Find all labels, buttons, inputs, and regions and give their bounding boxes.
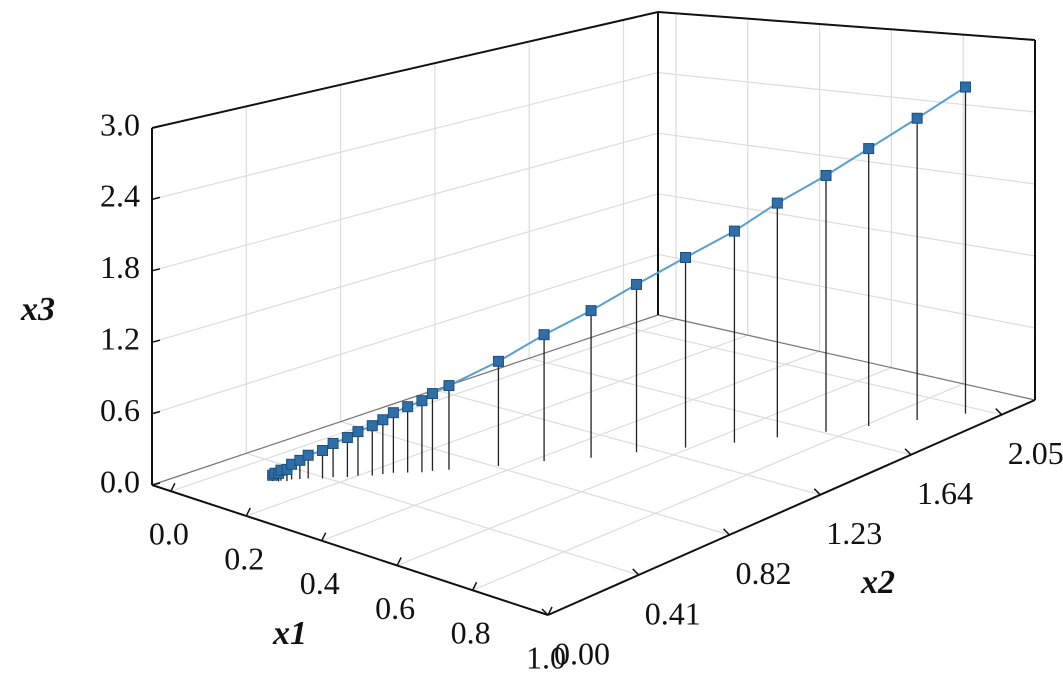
point xyxy=(443,380,455,392)
x2-tick-label: 0.41 xyxy=(645,595,701,631)
grid-line xyxy=(246,452,639,576)
tick-mark xyxy=(722,528,731,536)
x1-tick-label: 0.8 xyxy=(451,615,491,651)
point xyxy=(377,414,389,426)
tick-mark xyxy=(321,532,327,542)
x2-tick-label: 1.23 xyxy=(826,515,882,551)
point xyxy=(352,426,364,438)
tick-mark xyxy=(151,339,161,343)
box-edge xyxy=(151,314,659,486)
tick-mark xyxy=(151,196,161,201)
z-tick-label: 0.0 xyxy=(100,463,140,499)
x3-axis-title: x3 xyxy=(20,291,55,328)
z-tick-label: 3.0 xyxy=(100,106,140,142)
tick-mark xyxy=(471,581,478,591)
x1-axis-title: x1 xyxy=(272,615,307,652)
grid-line xyxy=(396,367,892,567)
tick-mark xyxy=(904,448,912,456)
box-edge xyxy=(547,399,1036,616)
grid-line xyxy=(151,253,659,415)
point xyxy=(366,420,378,432)
point xyxy=(327,437,339,449)
grid-line xyxy=(321,350,820,542)
grid-line xyxy=(151,193,659,343)
tick-mark xyxy=(151,410,161,415)
box-edge xyxy=(151,11,659,129)
z-tick-label: 1.8 xyxy=(100,249,140,285)
point xyxy=(416,395,428,407)
x1-tick-label: 0.6 xyxy=(375,590,415,626)
point xyxy=(959,81,971,93)
tick-mark xyxy=(151,268,161,272)
grid-line xyxy=(151,72,659,200)
grid-line xyxy=(657,253,1036,329)
x1-tick-label: 0.4 xyxy=(300,565,340,601)
point xyxy=(771,197,783,209)
grid-line xyxy=(340,421,730,536)
x2-tick-label: 0.00 xyxy=(554,635,610,671)
series-line xyxy=(271,86,967,477)
tick-mark xyxy=(541,608,549,616)
point xyxy=(538,329,550,341)
grid-line xyxy=(472,383,964,591)
point xyxy=(585,305,597,317)
tick-mark xyxy=(151,125,161,129)
point xyxy=(317,445,329,457)
grid-line xyxy=(657,72,1036,113)
tick-mark xyxy=(995,408,1003,416)
grid-line xyxy=(623,326,1002,416)
x2-tick-label: 0.82 xyxy=(736,555,792,591)
grid-line xyxy=(657,193,1036,257)
tick-mark xyxy=(245,507,251,517)
x2-tick-label: 2.05 xyxy=(1008,435,1063,471)
grid-line xyxy=(434,389,821,496)
grid-line xyxy=(151,132,659,272)
z-tick-label: 1.2 xyxy=(100,321,140,357)
point xyxy=(426,388,438,400)
tick-mark xyxy=(632,568,640,576)
x2-tick-label: 1.64 xyxy=(917,475,973,511)
point xyxy=(402,401,414,413)
x1-tick-label: 0.2 xyxy=(224,540,264,576)
tick-mark xyxy=(151,482,161,486)
point xyxy=(387,407,399,419)
point xyxy=(492,355,504,367)
box-edge xyxy=(151,484,549,616)
x1-tick-label: 0.0 xyxy=(149,516,189,552)
point xyxy=(680,251,692,263)
box-edge xyxy=(657,11,1036,41)
box-edge xyxy=(657,314,1036,401)
x2-axis-title: x2 xyxy=(860,564,895,601)
tick-mark xyxy=(813,488,821,496)
point xyxy=(341,432,353,444)
tick-mark xyxy=(170,482,176,492)
z-tick-label: 0.6 xyxy=(100,392,140,428)
point xyxy=(728,225,740,237)
grid-line xyxy=(657,132,1036,185)
point xyxy=(911,112,923,124)
tick-mark xyxy=(396,557,402,566)
grid-line xyxy=(529,357,912,456)
point xyxy=(302,449,314,461)
z-tick-label: 2.4 xyxy=(100,178,140,214)
point xyxy=(863,143,875,155)
point xyxy=(631,278,643,290)
point xyxy=(820,169,832,181)
tick-mark xyxy=(547,606,553,616)
x1-tick-label: 1.0 xyxy=(526,639,566,675)
grid-line xyxy=(246,334,748,517)
